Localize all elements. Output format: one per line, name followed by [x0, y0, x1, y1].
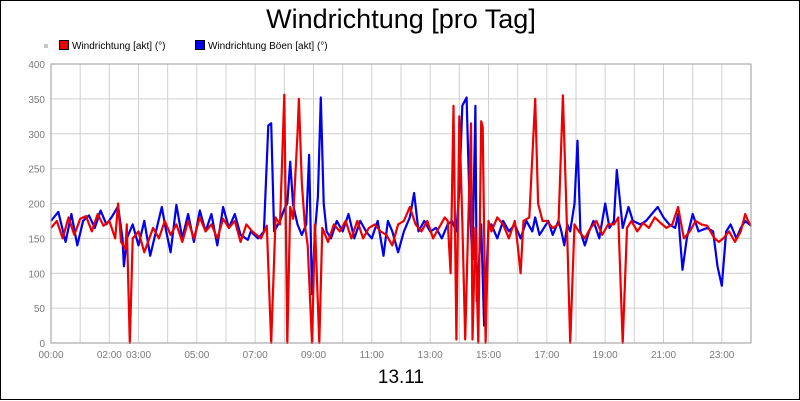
- x-tick-label: 05:00: [184, 350, 209, 361]
- x-tick-label: 19:00: [593, 350, 618, 361]
- x-tick-label: 13:00: [418, 350, 443, 361]
- chart-title: Windrichtung [pro Tag]: [266, 4, 536, 34]
- x-tick-label: 07:00: [243, 350, 268, 361]
- x-tick-label: 03:00: [126, 350, 151, 361]
- x-tick-label: 15:00: [476, 350, 501, 361]
- x-tick-label: 00:00: [38, 350, 63, 361]
- y-tick-label: 0: [39, 339, 45, 350]
- y-tick-label: 100: [28, 269, 45, 280]
- legend-item-boeen: Windrichtung Böen [akt] (°): [195, 40, 328, 53]
- legend-swatch-red: [59, 40, 69, 50]
- x-tick-label: 21:00: [651, 350, 676, 361]
- y-tick-label: 250: [28, 165, 45, 176]
- x-tick-label: 11:00: [360, 350, 385, 361]
- legend-label-windrichtung: Windrichtung [akt] (°): [72, 41, 166, 52]
- legend-marker-icon: [44, 44, 48, 48]
- legend-item-windrichtung: Windrichtung [akt] (°): [59, 40, 165, 53]
- x-tick-label: 17:00: [534, 350, 559, 361]
- y-tick-label: 300: [28, 130, 45, 141]
- legend-swatch-blue: [195, 40, 205, 50]
- x-axis-title: 13.11: [377, 367, 425, 388]
- y-tick-label: 200: [28, 200, 45, 211]
- x-tick-label: 23:00: [709, 350, 734, 361]
- x-tick-label: 09:00: [301, 350, 326, 361]
- y-tick-label: 50: [34, 304, 46, 315]
- plot-border: [50, 63, 752, 344]
- y-tick-label: 150: [28, 234, 45, 245]
- y-tick-label: 350: [28, 95, 45, 106]
- legend-label-boeen: Windrichtung Böen [akt] (°): [208, 41, 328, 52]
- y-tick-label: 400: [28, 60, 45, 71]
- x-tick-label: 02:00: [97, 350, 122, 361]
